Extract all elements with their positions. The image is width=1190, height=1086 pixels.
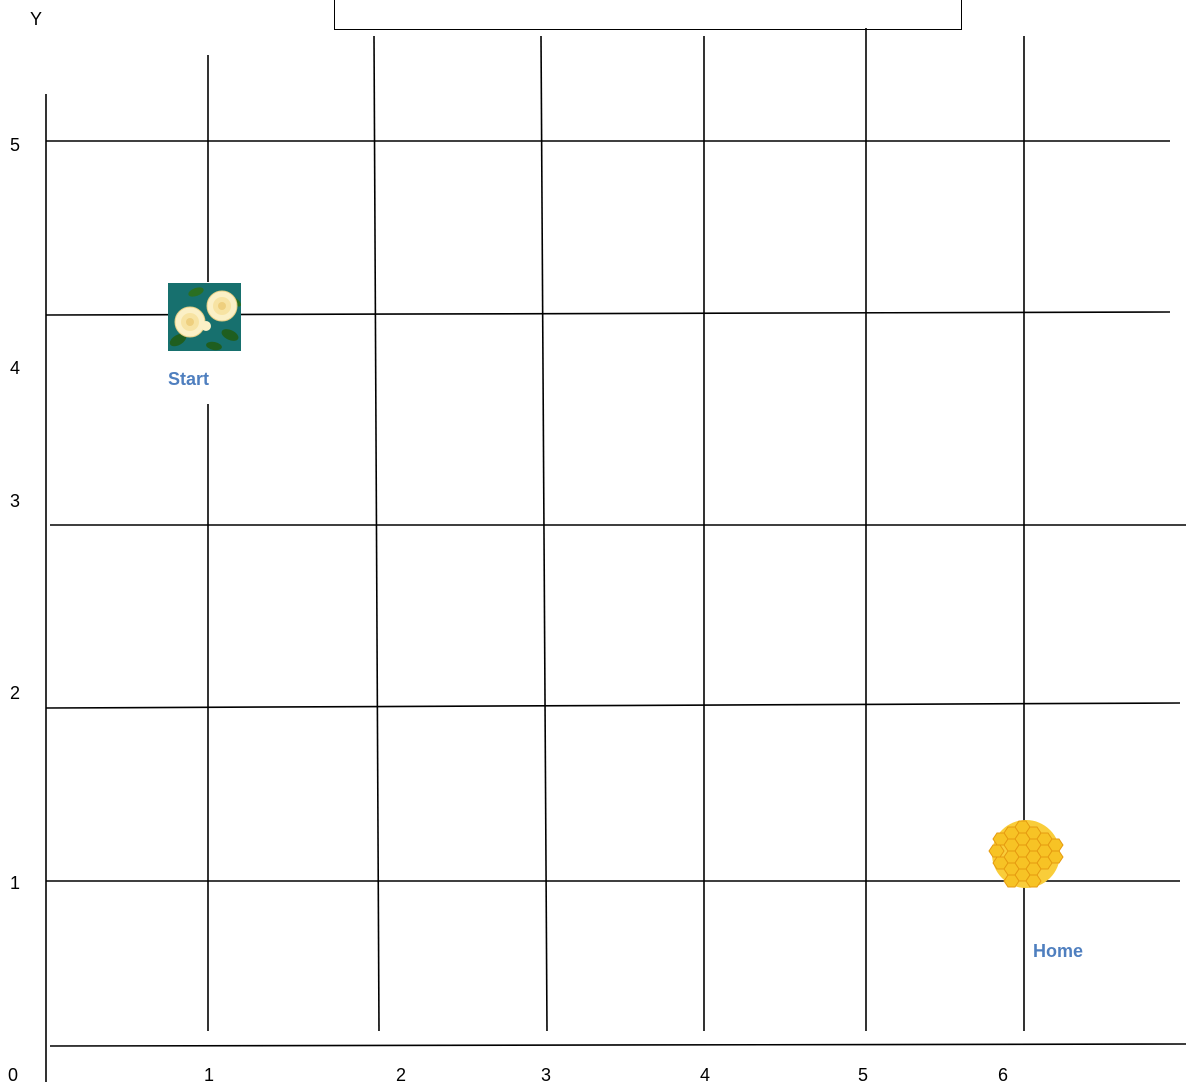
y-tick-3: 3 [10,491,21,511]
roses-icon [168,283,241,351]
y-tick-1: 1 [10,873,21,893]
grid-line-y2 [45,702,1181,709]
x-tick-3: 3 [541,1065,552,1085]
y-tick-5: 5 [10,135,21,155]
x-tick-6: 6 [998,1065,1009,1085]
x-tick-1: 1 [204,1065,215,1085]
y-tick-2: 2 [10,683,21,703]
grid-line-x3 [540,35,548,1032]
home-label: Home [1033,941,1084,961]
x-tick-5: 5 [858,1065,869,1085]
title-box [334,0,962,30]
start-label: Start [168,369,210,389]
x-tick-2: 2 [396,1065,407,1085]
y-axis-title: Y [30,9,43,29]
origin-label: 0 [8,1065,19,1085]
honeycomb-icon [988,820,1064,888]
x-axis-line [49,1043,1187,1047]
grid-line-x2 [373,35,380,1032]
y-tick-4: 4 [10,358,21,378]
x-tick-4: 4 [700,1065,711,1085]
